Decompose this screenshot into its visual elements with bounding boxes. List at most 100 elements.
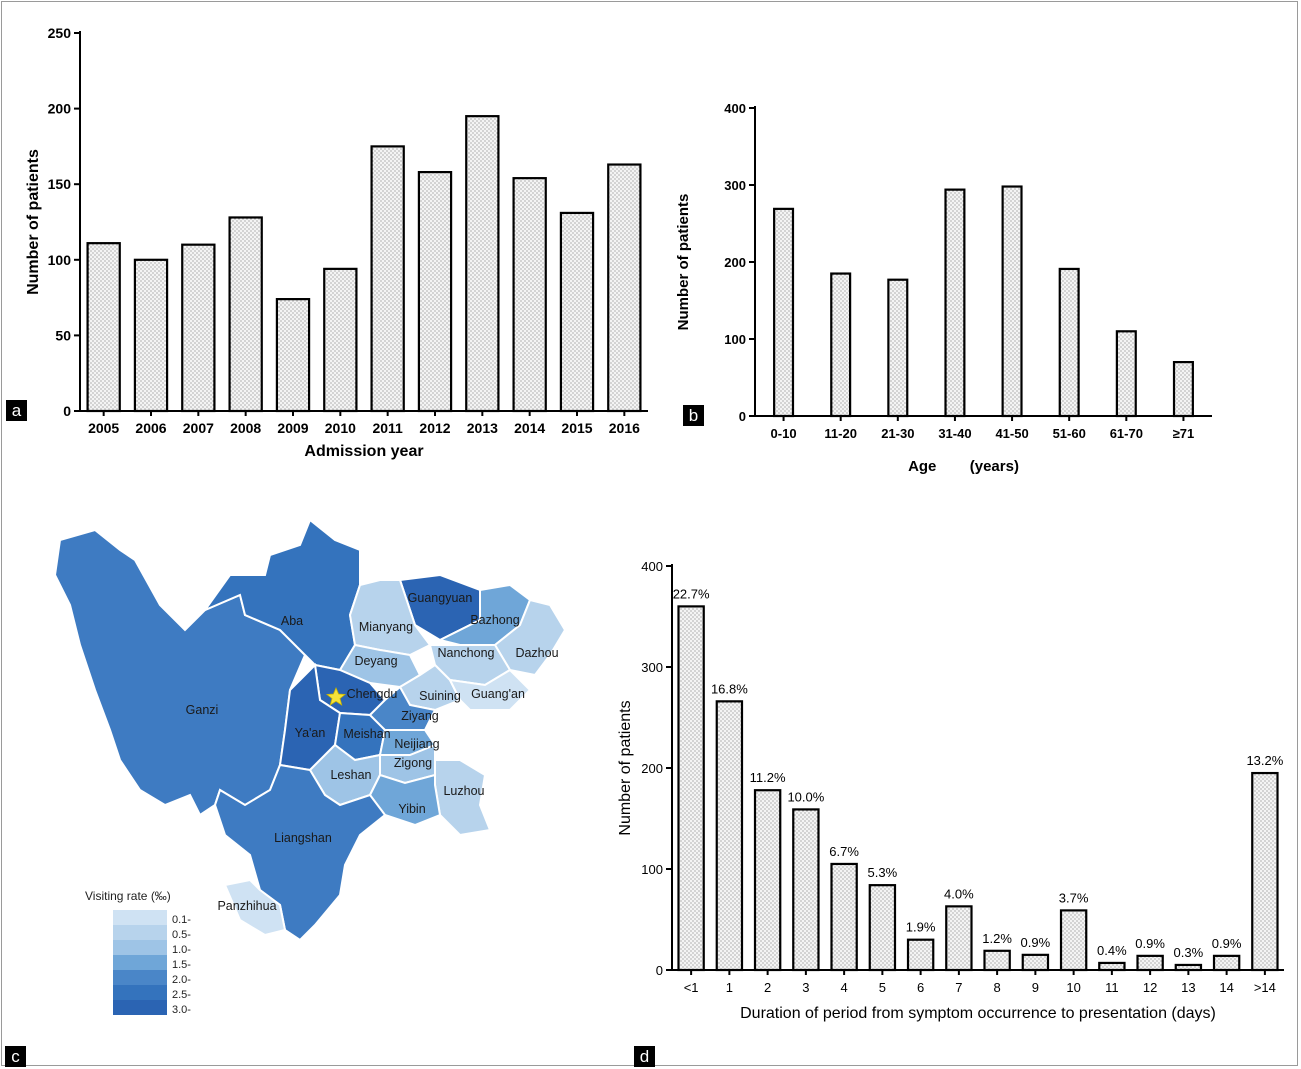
x-tick-label: 2005 xyxy=(88,420,119,436)
data-label: 3.7% xyxy=(1059,890,1089,905)
data-label: 4.0% xyxy=(944,886,974,901)
legend-title: Visiting rate (‰) xyxy=(85,889,171,903)
bar-8 xyxy=(983,949,1011,972)
x-tick-label: 2011 xyxy=(372,420,403,436)
legend-label: 2.5- xyxy=(172,989,191,1001)
y-axis-label: Number of patients xyxy=(675,194,692,331)
x-tick-label: 8 xyxy=(994,980,1001,995)
chart-b: 0 100 200 300 400 0-10 11-20 21-30 31-40 41-50 51-… xyxy=(675,101,1212,475)
bar-13 xyxy=(1174,963,1203,972)
data-label: 0.9% xyxy=(1021,935,1051,950)
legend-swatch xyxy=(113,985,167,1000)
region-label: Bazhong xyxy=(470,613,519,627)
x-tick-label: 1 xyxy=(726,980,733,995)
map-legend: Visiting rate (‰) 0.1- 0.5- 1.0- 1.5- 2.0- 2.… xyxy=(85,889,191,1016)
region-label: Dazhou xyxy=(515,646,558,660)
legend-swatch xyxy=(113,970,167,985)
x-tick-label: 2013 xyxy=(467,420,498,436)
bar-2010 xyxy=(323,267,358,413)
bar-2005 xyxy=(86,242,121,413)
x-tick-label: 14 xyxy=(1219,980,1233,995)
x-axis-label: Admission year xyxy=(304,443,423,460)
region-label: Meishan xyxy=(343,727,390,741)
bar-4 xyxy=(830,862,858,972)
region-label: Leshan xyxy=(330,768,371,782)
data-label: 0.3% xyxy=(1174,945,1204,960)
bar->14 xyxy=(1251,771,1279,972)
data-label: 10.0% xyxy=(787,789,824,804)
bar-2008 xyxy=(228,216,263,413)
panel-label-a: a xyxy=(6,400,27,421)
y-tick-label: 0 xyxy=(656,963,663,978)
bar-2015 xyxy=(559,211,595,413)
region-label: Zigong xyxy=(394,756,432,770)
bar-1 xyxy=(715,700,744,972)
data-label: 13.2% xyxy=(1246,753,1283,768)
region-label: Deyang xyxy=(354,654,397,668)
map-regions xyxy=(53,518,567,942)
x-tick-label: ≥71 xyxy=(1173,426,1195,441)
x-tick-label: 31-40 xyxy=(938,426,971,441)
x-tick-label: 2009 xyxy=(277,420,308,436)
y-axis-label: Number of patients xyxy=(617,700,634,835)
x-tick-label: 2015 xyxy=(561,420,592,436)
x-tick-label: 4 xyxy=(841,980,848,995)
x-tick-label: 12 xyxy=(1143,980,1157,995)
x-tick-label: 3 xyxy=(802,980,809,995)
data-label: 16.8% xyxy=(711,681,748,696)
x-tick-label: 2014 xyxy=(514,420,545,436)
region-dazhou xyxy=(493,598,567,677)
legend-swatch xyxy=(113,910,167,925)
bar-2013 xyxy=(465,115,500,413)
bar-2011 xyxy=(370,145,405,413)
y-tick-label: 0 xyxy=(739,409,746,424)
y-tick-label: 400 xyxy=(641,559,663,574)
x-tick-label: 2007 xyxy=(183,420,214,436)
bar-9 xyxy=(1021,953,1050,972)
panel-label-c: c xyxy=(5,1046,26,1067)
x-tick-label: 10 xyxy=(1066,980,1080,995)
data-label: 6.7% xyxy=(829,844,859,859)
x-tick-label: 2010 xyxy=(325,420,356,436)
bar-11-20 xyxy=(830,272,852,418)
y-tick-label: 0 xyxy=(63,403,71,419)
bar-2006 xyxy=(133,258,169,413)
y-tick-label: 100 xyxy=(48,252,72,268)
legend-swatch xyxy=(113,940,167,955)
x-tick-label: 2 xyxy=(764,980,771,995)
chart-a: 0 50 100 150 200 250 2005 2006 2007 2008 2009 2010 2… xyxy=(25,25,648,460)
region-label: Liangshan xyxy=(274,831,332,845)
bar-2007 xyxy=(181,243,216,413)
bar-21-30 xyxy=(887,278,909,418)
y-tick-label: 100 xyxy=(641,862,663,877)
bar-61-70 xyxy=(1115,330,1137,418)
sichuan-map: Aba Ganzi Guangyuan Mianyang Bazhong Nanchong… xyxy=(53,518,567,1016)
x-tick-label: 2006 xyxy=(135,420,166,436)
map-labels: Aba Ganzi Guangyuan Mianyang Bazhong Nanchong… xyxy=(186,591,559,913)
bar-51-60 xyxy=(1058,267,1080,418)
y-tick-label: 250 xyxy=(48,25,72,41)
y-tick-label: 100 xyxy=(724,332,746,347)
legend-swatch xyxy=(113,1000,167,1015)
x-tick-label: 11-20 xyxy=(824,426,857,441)
bar-3 xyxy=(792,808,820,972)
x-tick-label: 11 xyxy=(1105,980,1119,995)
legend-label: 0.1- xyxy=(172,914,191,926)
bar-11 xyxy=(1098,961,1126,972)
x-tick-label: 41-50 xyxy=(995,426,1028,441)
bar-10 xyxy=(1059,909,1088,972)
x-tick-label: >14 xyxy=(1254,980,1276,995)
region-label: Neijiang xyxy=(394,737,439,751)
bar-6 xyxy=(906,938,935,972)
bar-31-40 xyxy=(944,188,966,418)
y-tick-label: 50 xyxy=(55,327,71,343)
x-tick-label: 51-60 xyxy=(1053,426,1086,441)
panel-label-b: b xyxy=(683,405,704,426)
y-tick-label: 150 xyxy=(48,176,72,192)
data-label: 0.9% xyxy=(1135,936,1165,951)
x-tick-label: 9 xyxy=(1032,980,1039,995)
region-label: Ganzi xyxy=(186,703,219,717)
x-tick-label: 2016 xyxy=(609,420,640,436)
data-label: 0.9% xyxy=(1212,936,1242,951)
region-guangan xyxy=(448,668,532,711)
